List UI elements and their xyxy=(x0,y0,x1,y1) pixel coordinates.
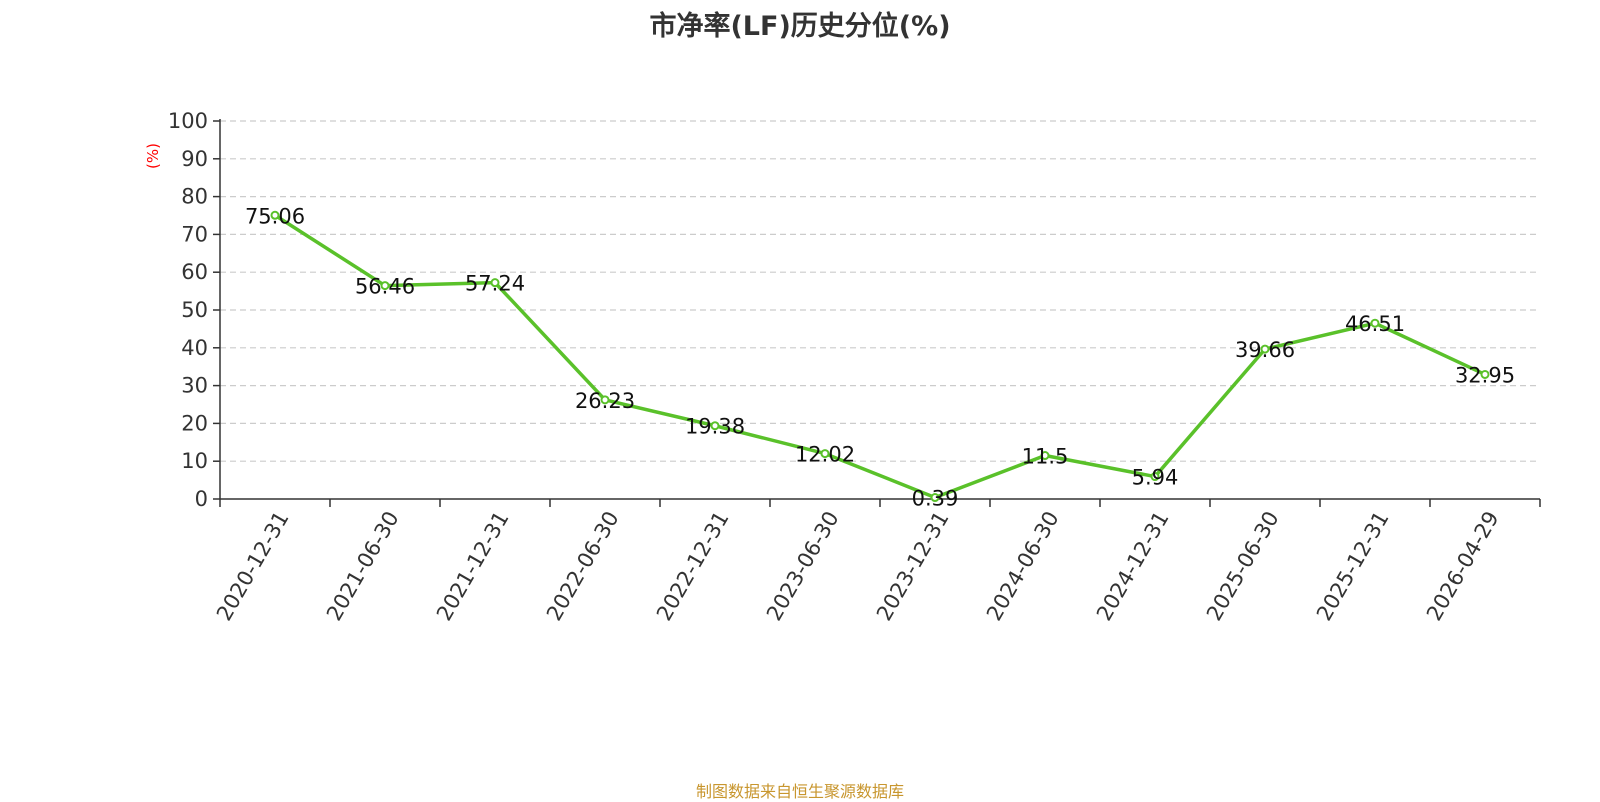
series-line-group xyxy=(270,210,1490,503)
chart-title: 市净率(LF)历史分位(%) xyxy=(649,11,951,42)
data-point[interactable] xyxy=(490,278,500,288)
data-point[interactable] xyxy=(1480,369,1490,379)
data-label: 26.23 xyxy=(575,389,635,413)
x-tick-label: 2024-06-30 xyxy=(982,507,1064,625)
data-label: 57.24 xyxy=(465,272,525,296)
data-label: 0.39 xyxy=(912,487,959,511)
data-label: 56.46 xyxy=(355,275,415,299)
x-tick-label: 2022-06-30 xyxy=(542,507,624,625)
data-label: 12.02 xyxy=(795,443,855,467)
x-tick-labels: 2020-12-31 2021-06-30 2021-12-31 2022-06-30… xyxy=(212,507,1504,625)
x-tick-label: 2022-12-31 xyxy=(652,507,734,625)
x-tick-label: 2021-06-30 xyxy=(322,507,404,625)
y-tick-label: 70 xyxy=(181,222,208,246)
y-tick-label: 90 xyxy=(181,147,208,171)
data-point[interactable] xyxy=(1150,472,1160,482)
data-label: 75.06 xyxy=(245,204,305,228)
x-tick-label: 2021-12-31 xyxy=(432,507,514,625)
y-tick-label: 0 xyxy=(195,487,208,511)
y-tick-label: 50 xyxy=(181,298,208,322)
x-tick-label: 2025-12-31 xyxy=(1312,507,1394,625)
data-label: 32.95 xyxy=(1455,363,1515,387)
data-label: 39.66 xyxy=(1235,338,1295,362)
data-point[interactable] xyxy=(600,395,610,405)
data-label: 19.38 xyxy=(685,415,745,439)
data-point[interactable] xyxy=(820,449,830,459)
y-tick-label: 20 xyxy=(181,411,208,435)
data-labels: 75.06 56.46 57.24 26.23 19.38 12.02 0.39 11.5 5.… xyxy=(245,204,1515,510)
y-axis-label: (%) xyxy=(144,143,162,169)
data-source-note: 制图数据来自恒生聚源数据库 xyxy=(695,782,904,801)
axes xyxy=(213,119,1541,507)
x-tick-label: 2023-06-30 xyxy=(762,507,844,625)
y-tick-label: 100 xyxy=(168,109,208,133)
series-line xyxy=(274,213,1486,500)
data-point[interactable] xyxy=(270,210,280,220)
y-tick-labels: 0 10 20 30 40 50 60 70 80 90 100 xyxy=(168,109,208,511)
x-tick-label: 2024-12-31 xyxy=(1092,507,1174,625)
data-point[interactable] xyxy=(710,421,720,431)
data-label: 46.51 xyxy=(1345,312,1405,336)
y-tick-label: 40 xyxy=(181,336,208,360)
y-tick-label: 60 xyxy=(181,260,208,284)
x-tick-label: 2026-04-29 xyxy=(1422,507,1504,625)
x-tick-label: 2023-12-31 xyxy=(872,507,954,625)
data-label: 5.94 xyxy=(1132,466,1179,490)
data-point[interactable] xyxy=(1260,344,1270,354)
y-tick-label: 80 xyxy=(181,185,208,209)
y-tick-label: 30 xyxy=(181,374,208,398)
data-point[interactable] xyxy=(1370,318,1380,328)
x-tick-label: 2025-06-30 xyxy=(1202,507,1284,625)
grid-lines xyxy=(220,120,1540,462)
y-tick-label: 10 xyxy=(181,449,208,473)
data-point[interactable] xyxy=(1040,451,1050,461)
data-label: 11.5 xyxy=(1022,445,1069,469)
data-point[interactable] xyxy=(930,493,940,503)
data-point[interactable] xyxy=(380,281,390,291)
x-tick-label: 2020-12-31 xyxy=(212,507,294,625)
